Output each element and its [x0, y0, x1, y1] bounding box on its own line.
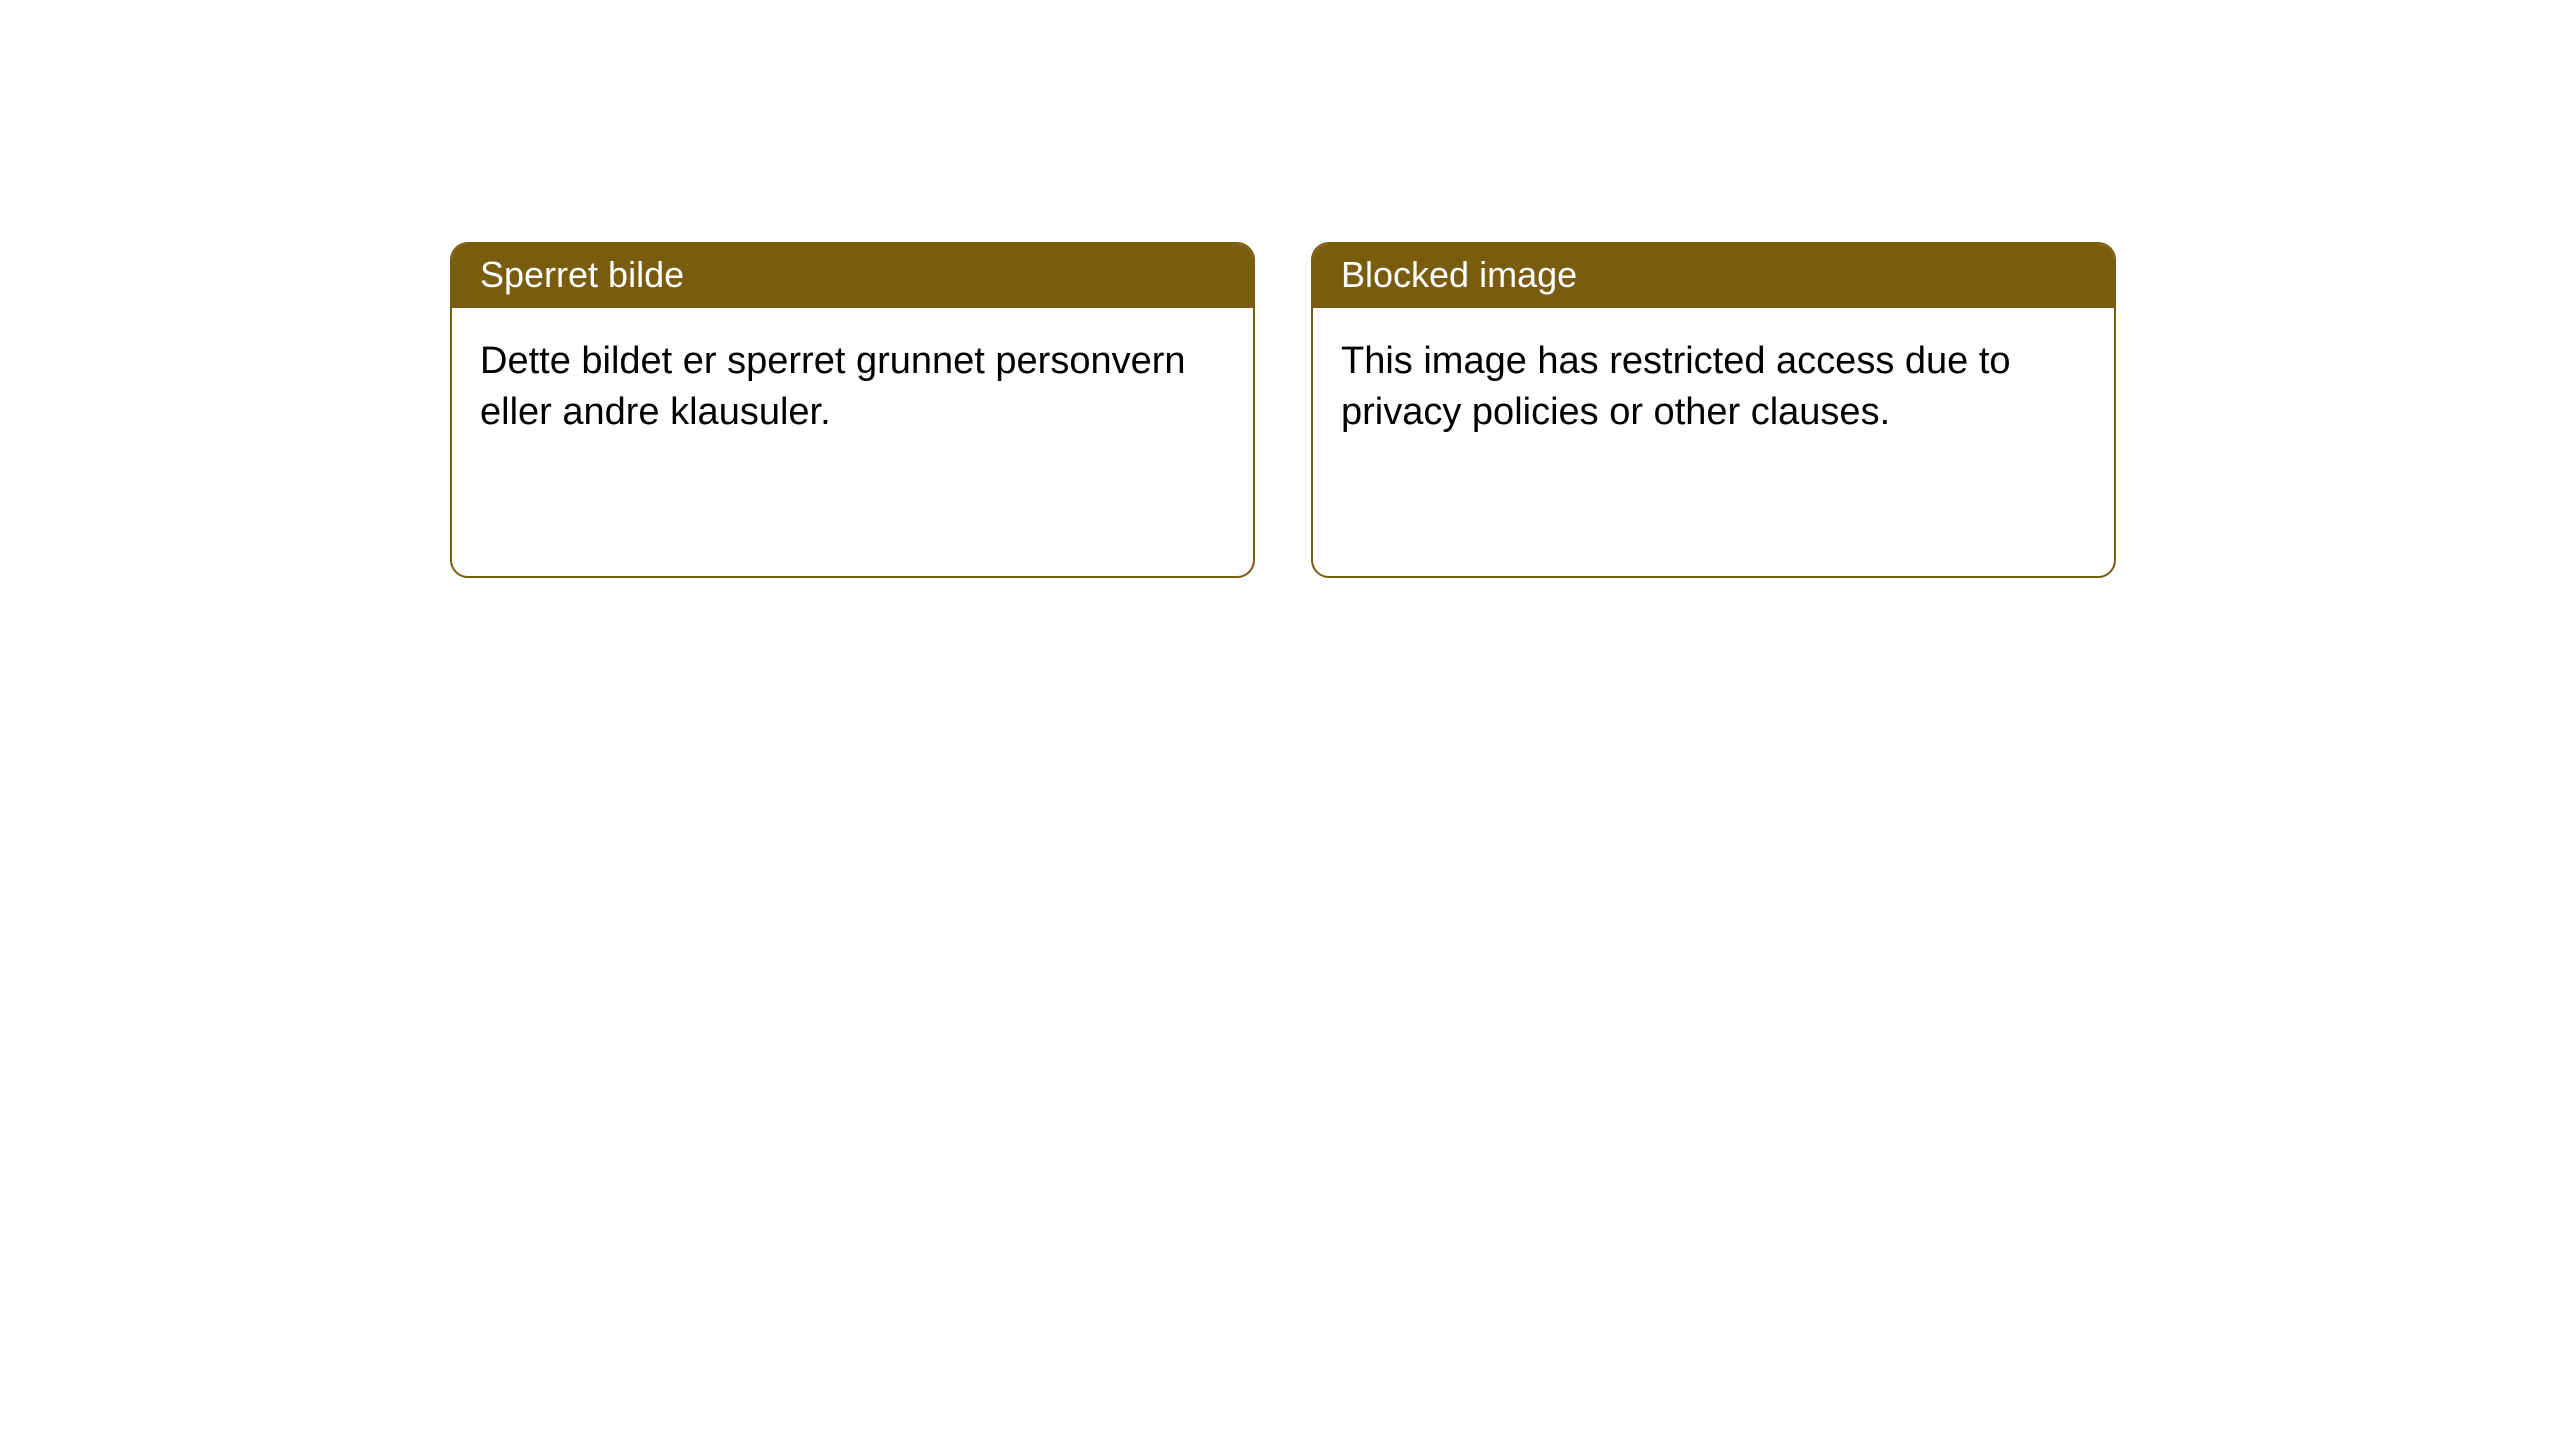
notice-card-body: This image has restricted access due to … [1313, 308, 2114, 467]
notice-card-english: Blocked image This image has restricted … [1311, 242, 2116, 578]
notice-cards-container: Sperret bilde Dette bildet er sperret gr… [0, 0, 2560, 578]
notice-card-body: Dette bildet er sperret grunnet personve… [452, 308, 1253, 467]
notice-card-title: Sperret bilde [452, 244, 1253, 308]
notice-card-norwegian: Sperret bilde Dette bildet er sperret gr… [450, 242, 1255, 578]
notice-card-title: Blocked image [1313, 244, 2114, 308]
